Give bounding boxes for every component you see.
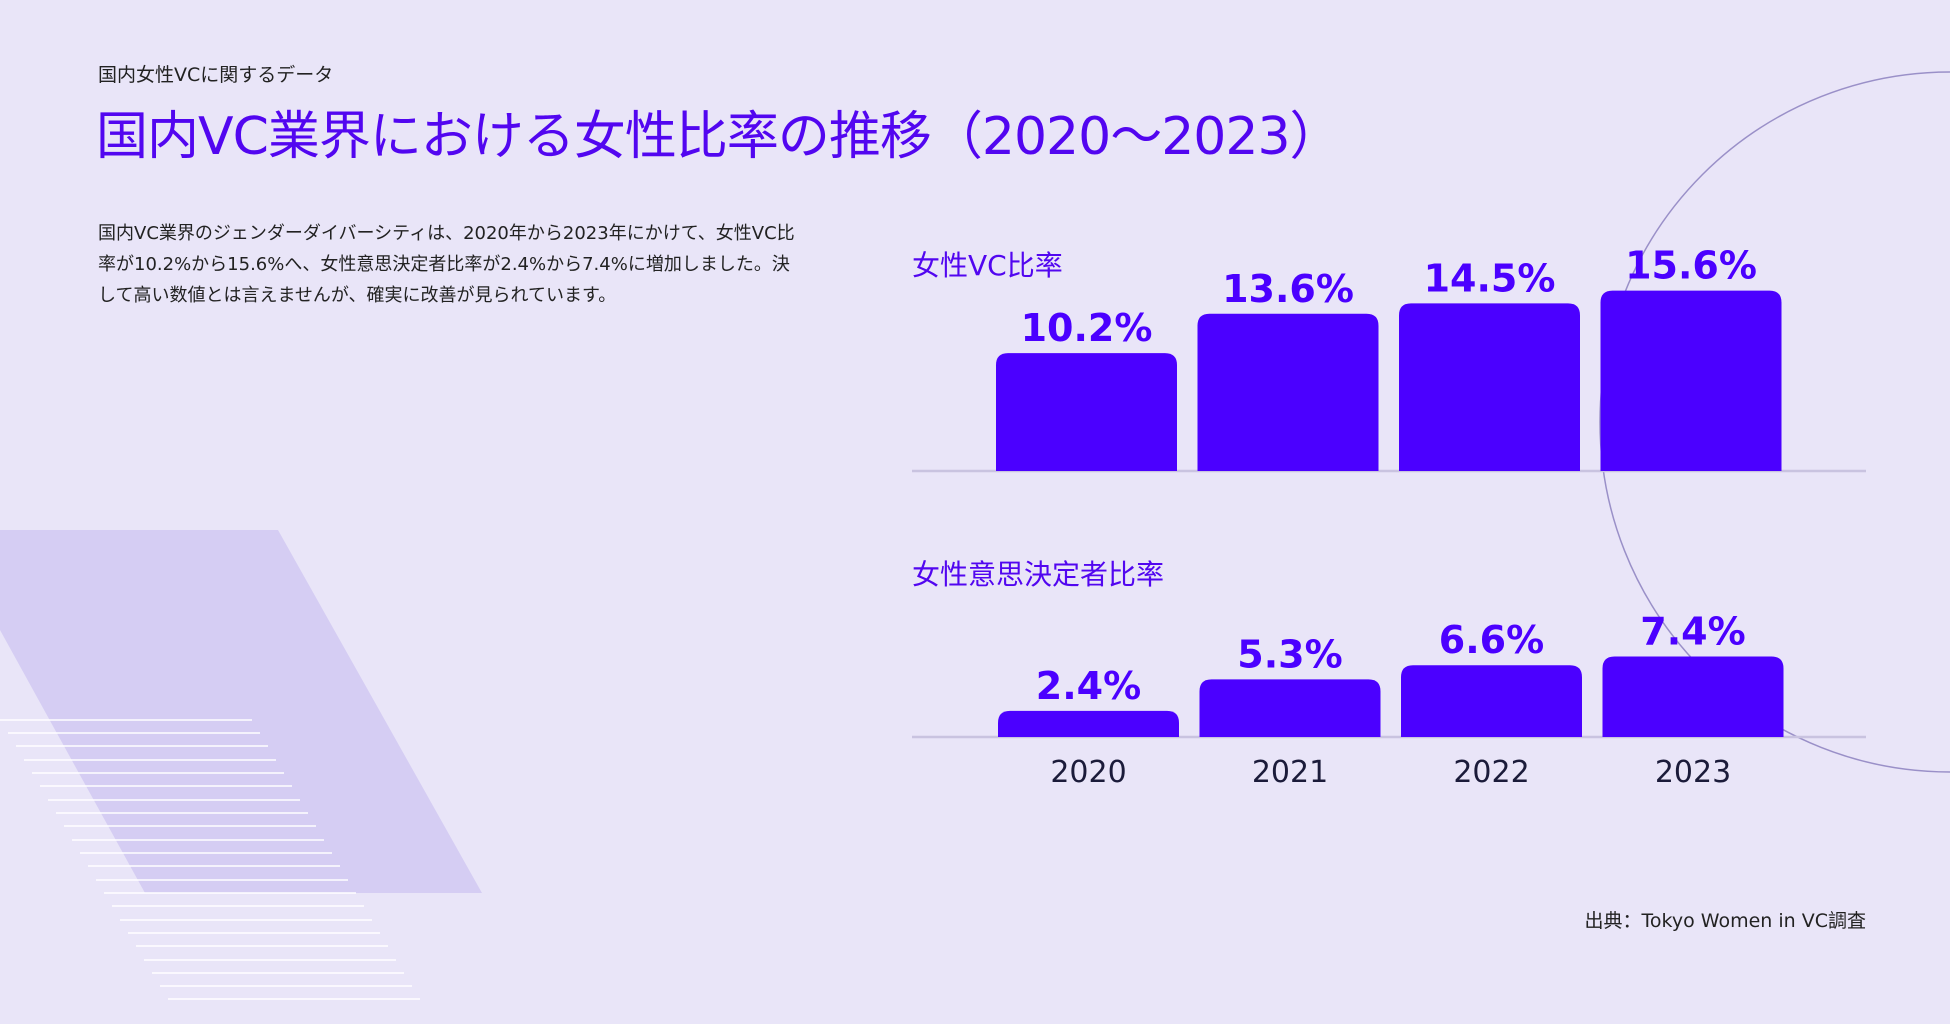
decorative-stripes <box>0 719 420 1000</box>
data-label: 7.4% <box>1640 610 1745 654</box>
description-text: 国内VC業界のジェンダーダイバーシティは、2020年から2023年にかけて、女性… <box>98 223 795 306</box>
x-tick-label: 2023 <box>1655 755 1731 790</box>
source-note: 出典：Tokyo Women in VC調査 <box>1584 910 1866 932</box>
data-label: 2.4% <box>1036 664 1141 708</box>
x-tick-label: 2021 <box>1252 755 1328 790</box>
chart-title: 女性VC比率 <box>912 249 1063 282</box>
data-label: 5.3% <box>1237 632 1342 676</box>
chart-title: 女性意思決定者比率 <box>912 558 1164 591</box>
data-label: 14.5% <box>1424 256 1556 300</box>
data-label: 6.6% <box>1439 618 1544 662</box>
bar-2023 <box>1600 290 1782 471</box>
bar-2021 <box>1199 679 1381 737</box>
page-title: 国内VC業界における女性比率の推移（2020〜2023） <box>96 107 1342 167</box>
data-label: 13.6% <box>1222 267 1354 311</box>
data-label: 10.2% <box>1021 306 1153 350</box>
data-label: 15.6% <box>1625 244 1757 288</box>
bar-2023 <box>1602 656 1784 737</box>
bar-2020 <box>998 710 1179 737</box>
decorative-arc <box>1599 71 1950 773</box>
bar-2022 <box>1399 303 1580 471</box>
page-kicker: 国内女性VCに関するデータ <box>98 64 334 86</box>
bar-2020 <box>996 353 1177 471</box>
x-tick-label: 2020 <box>1050 755 1126 790</box>
decorative-parallelogram <box>0 530 482 893</box>
bar-2021 <box>1197 313 1379 471</box>
x-tick-label: 2022 <box>1453 755 1529 790</box>
bar-2022 <box>1401 665 1582 737</box>
